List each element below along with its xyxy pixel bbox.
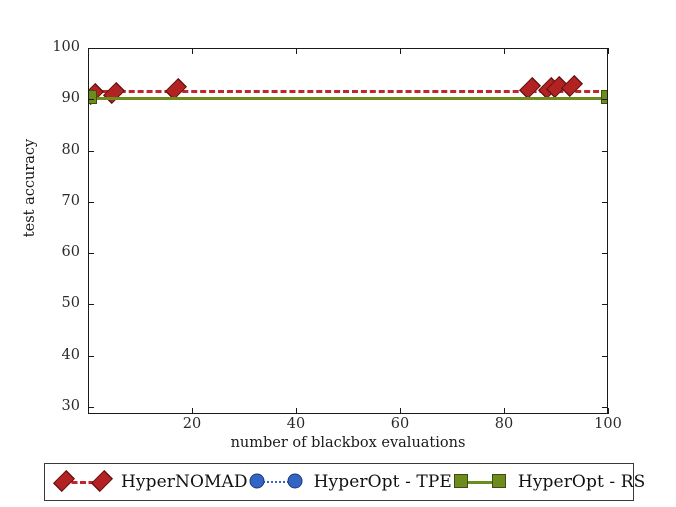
y-tick-mark <box>602 304 608 306</box>
y-tick-mark <box>602 406 608 408</box>
x-tick-label: 40 <box>286 416 306 432</box>
x-tick-label: 100 <box>594 416 622 432</box>
y-tick-mark <box>602 355 608 357</box>
y-tick-label: 40 <box>61 346 80 363</box>
y-axis-label: test accuracy <box>22 138 38 238</box>
y-tick-mark <box>602 48 608 49</box>
y-tick-mark <box>88 253 94 255</box>
legend-sample <box>53 470 113 492</box>
legend-marker-circle <box>249 473 265 489</box>
y-tick-mark <box>88 406 94 408</box>
axes-frame <box>88 48 608 414</box>
y-tick-mark <box>88 150 94 152</box>
x-tick-label: 80 <box>494 416 514 432</box>
y-tick-label: 30 <box>61 397 80 414</box>
data-point-square <box>88 89 98 104</box>
y-tick-mark <box>88 355 94 357</box>
data-point-square <box>601 89 608 104</box>
legend-marker-square <box>453 474 468 488</box>
x-tick-label: 20 <box>182 416 202 432</box>
legend-label: HyperNOMAD <box>121 472 248 492</box>
x-tick-mark <box>192 48 193 54</box>
y-tick-mark <box>88 201 94 203</box>
legend-entry[interactable]: HyperOpt - RS <box>452 472 645 492</box>
y-tick-mark <box>602 99 608 101</box>
x-tick-mark <box>504 48 505 54</box>
legend-sample <box>248 472 304 492</box>
legend-marker-circle <box>287 473 303 489</box>
x-tick-mark <box>608 48 609 54</box>
series-line-diamond <box>93 89 608 93</box>
legend-label: HyperOpt - RS <box>517 472 646 492</box>
y-tick-label: 60 <box>61 244 80 261</box>
x-tick-mark <box>400 408 401 414</box>
y-tick-label: 100 <box>52 39 80 55</box>
legend-marker-square <box>491 474 506 488</box>
y-tick-label: 80 <box>61 141 80 158</box>
legend-marker-diamond <box>91 470 113 492</box>
x-tick-mark <box>192 408 193 414</box>
x-tick-label: 60 <box>390 416 410 432</box>
chart-legend: HyperNOMAD HyperOpt - TPE HyperOpt - RS <box>44 463 645 501</box>
x-axis-label: number of blackbox evaluations <box>230 435 466 451</box>
plot-area <box>88 48 608 414</box>
legend-marker-diamond <box>53 470 75 492</box>
x-tick-mark <box>608 408 609 414</box>
y-tick-label: 50 <box>61 295 80 312</box>
legend-entry[interactable]: HyperNOMAD <box>53 470 248 492</box>
legend-entry[interactable]: HyperOpt - TPE <box>248 472 452 492</box>
legend-label: HyperOpt - TPE <box>313 472 452 492</box>
x-tick-mark <box>504 408 505 414</box>
x-tick-mark <box>400 48 401 54</box>
x-tick-mark <box>296 408 297 414</box>
legend-line-solid <box>459 481 500 484</box>
y-tick-mark <box>602 253 608 255</box>
y-tick-mark <box>88 48 94 49</box>
legend-line-dotted <box>255 481 296 483</box>
y-tick-label: 70 <box>61 192 80 209</box>
legend-sample <box>452 472 508 492</box>
y-tick-mark <box>602 201 608 203</box>
legend-line-dashed <box>63 481 103 484</box>
y-tick-mark <box>88 99 94 101</box>
x-tick-mark <box>296 48 297 54</box>
y-tick-label: 90 <box>61 90 80 107</box>
y-tick-mark <box>602 150 608 152</box>
y-tick-mark <box>88 304 94 306</box>
series-line-square <box>90 96 608 100</box>
